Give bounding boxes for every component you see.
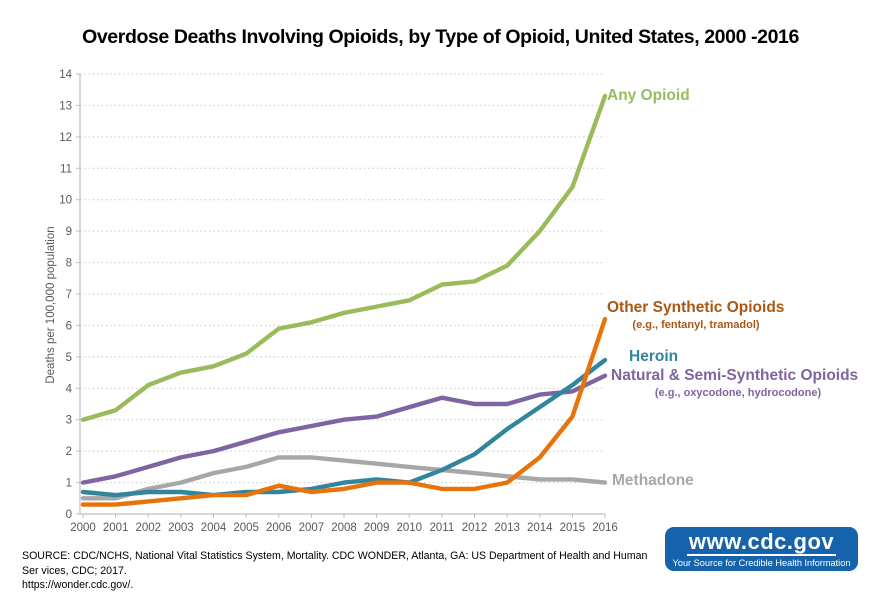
- x-tick-label: 2012: [462, 522, 488, 534]
- x-tick-label: 2016: [592, 522, 618, 534]
- y-tick-label: 6: [66, 320, 72, 332]
- x-tick-label: 2004: [201, 522, 227, 534]
- x-tick-label: 2014: [527, 522, 553, 534]
- series-label-methadone: Methadone: [612, 472, 694, 489]
- y-tick-label: 2: [66, 446, 72, 458]
- series-label-any-opioid: Any Opioid: [607, 87, 690, 104]
- cdc-logo-tagline: Your Source for Credible Health Informat…: [672, 557, 851, 568]
- x-tick-label: 2008: [331, 522, 357, 534]
- source-line-2: https://wonder.cdc.gov/.: [22, 579, 134, 591]
- series-label-heroin: Heroin: [629, 348, 679, 365]
- cdc-logo-url: www.cdc.gov: [686, 528, 837, 556]
- heroin-line: [80, 357, 608, 498]
- x-tick-label: 2005: [233, 522, 259, 534]
- x-tick-label: 2007: [299, 522, 325, 534]
- y-tick-label: 8: [66, 258, 72, 270]
- y-tick-label: 10: [59, 195, 72, 207]
- x-tick-label: 2009: [364, 522, 390, 534]
- cdc-logo: www.cdc.gov Your Source for Credible Hea…: [665, 527, 858, 571]
- series-label-natural-semi-synthetic: Natural & Semi-Synthetic Opioids: [611, 367, 859, 384]
- y-tick-label: 13: [59, 100, 72, 112]
- source-note: SOURCE: CDC/NCHS, National Vital Statist…: [22, 549, 662, 592]
- y-tick-label: 3: [66, 415, 72, 427]
- any-opioid-line: [80, 93, 608, 422]
- y-tick-label: 9: [66, 226, 72, 238]
- series-sublabel-natural-semi-synthetic: (e.g., oxycodone, hydrocodone): [654, 387, 822, 399]
- other-synthetic-opioids-line: [80, 316, 608, 507]
- x-tick-label: 2003: [168, 522, 194, 534]
- y-tick-label: 14: [59, 69, 72, 81]
- x-tick-label: 2011: [430, 522, 455, 534]
- x-tick-label: 2000: [70, 522, 96, 534]
- natural-semi-synthetic-opioids-line: [80, 373, 608, 485]
- y-tick-label: 12: [59, 132, 72, 144]
- x-tick-label: 2010: [396, 522, 422, 534]
- y-tick-label: 11: [60, 163, 72, 175]
- x-tick-label: 2006: [266, 522, 292, 534]
- x-tick-label: 2013: [494, 522, 520, 534]
- x-tick-label: 2015: [560, 522, 586, 534]
- chart-title: Overdose Deaths Involving Opioids, by Ty…: [82, 26, 799, 48]
- y-tick-label: 4: [66, 383, 73, 395]
- y-tick-label: 1: [66, 478, 72, 490]
- source-line-1: SOURCE: CDC/NCHS, National Vital Statist…: [22, 550, 648, 577]
- series-sublabel-other-synthetic-opioids: (e.g., fentanyl, tramadol): [632, 319, 760, 331]
- y-tick-label: 7: [66, 289, 72, 301]
- y-tick-label: 0: [66, 509, 72, 521]
- series-label-other-synthetic-opioids: Other Synthetic Opioids: [607, 299, 785, 316]
- methadone-line: [80, 455, 608, 501]
- x-tick-label: 2001: [103, 522, 129, 534]
- x-tick-label: 2002: [135, 522, 161, 534]
- y-tick-label: 5: [66, 352, 72, 364]
